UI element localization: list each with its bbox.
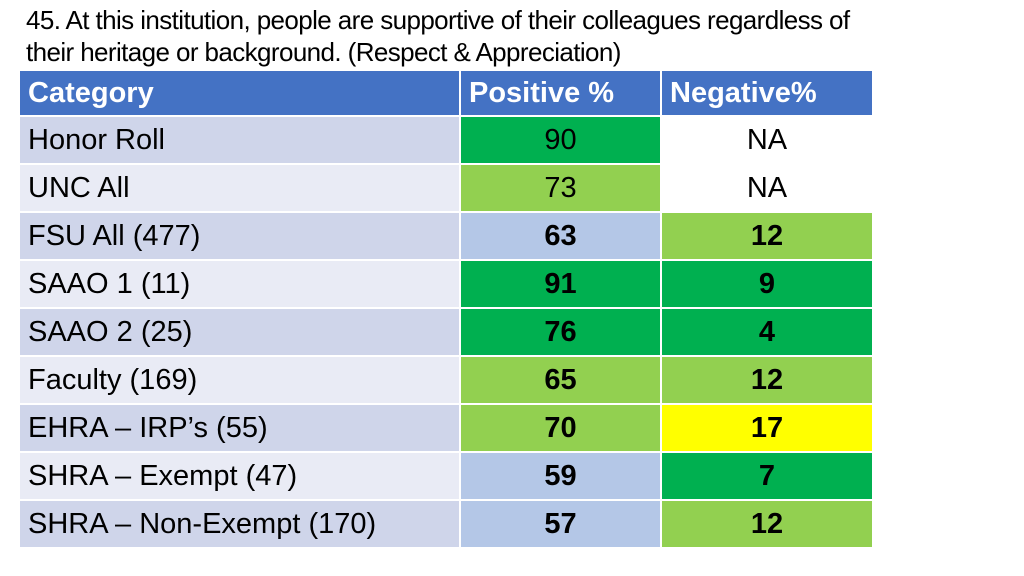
negative-cell: 12 [660,499,874,549]
table-row: Faculty (169) 65 12 [18,355,874,405]
negative-cell: NA [660,163,874,213]
positive-cell: 57 [459,499,662,549]
header-negative: Negative% [660,69,874,117]
category-cell: SAAO 1 (11) [18,259,461,309]
category-cell: SAAO 2 (25) [18,307,461,357]
category-cell: EHRA – IRP’s (55) [18,403,461,453]
positive-cell: 76 [459,307,662,357]
negative-cell: 7 [660,451,874,501]
header-positive: Positive % [459,69,662,117]
table-row: FSU All (477) 63 12 [18,211,874,261]
negative-cell: 17 [660,403,874,453]
category-cell: SHRA – Non-Exempt (170) [18,499,461,549]
positive-cell: 63 [459,211,662,261]
negative-cell: 4 [660,307,874,357]
table-header-row: Category Positive % Negative% [18,69,874,117]
table-row: Honor Roll 90 NA [18,115,874,165]
negative-cell: 12 [660,355,874,405]
positive-cell: 70 [459,403,662,453]
table-row: SAAO 1 (11) 91 9 [18,259,874,309]
category-cell: Faculty (169) [18,355,461,405]
header-category: Category [18,69,461,117]
table-row: UNC All 73 NA [18,163,874,213]
negative-cell: 9 [660,259,874,309]
positive-cell: 91 [459,259,662,309]
category-cell: SHRA – Exempt (47) [18,451,461,501]
positive-cell: 73 [459,163,662,213]
category-cell: UNC All [18,163,461,213]
title-line-2: their heritage or background. (Respect &… [26,37,621,67]
table-row: SHRA – Exempt (47) 59 7 [18,451,874,501]
table-row: EHRA – IRP’s (55) 70 17 [18,403,874,453]
title-line-1: 45. At this institution, people are supp… [26,5,850,35]
slide-title: 45. At this institution, people are supp… [26,4,1006,68]
table-row: SHRA – Non-Exempt (170) 57 12 [18,499,874,549]
negative-cell: 12 [660,211,874,261]
positive-cell: 59 [459,451,662,501]
category-cell: FSU All (477) [18,211,461,261]
positive-cell: 90 [459,115,662,165]
negative-cell: NA [660,115,874,165]
table-row: SAAO 2 (25) 76 4 [18,307,874,357]
category-cell: Honor Roll [18,115,461,165]
positive-cell: 65 [459,355,662,405]
results-table: Category Positive % Negative% Honor Roll… [18,69,874,549]
